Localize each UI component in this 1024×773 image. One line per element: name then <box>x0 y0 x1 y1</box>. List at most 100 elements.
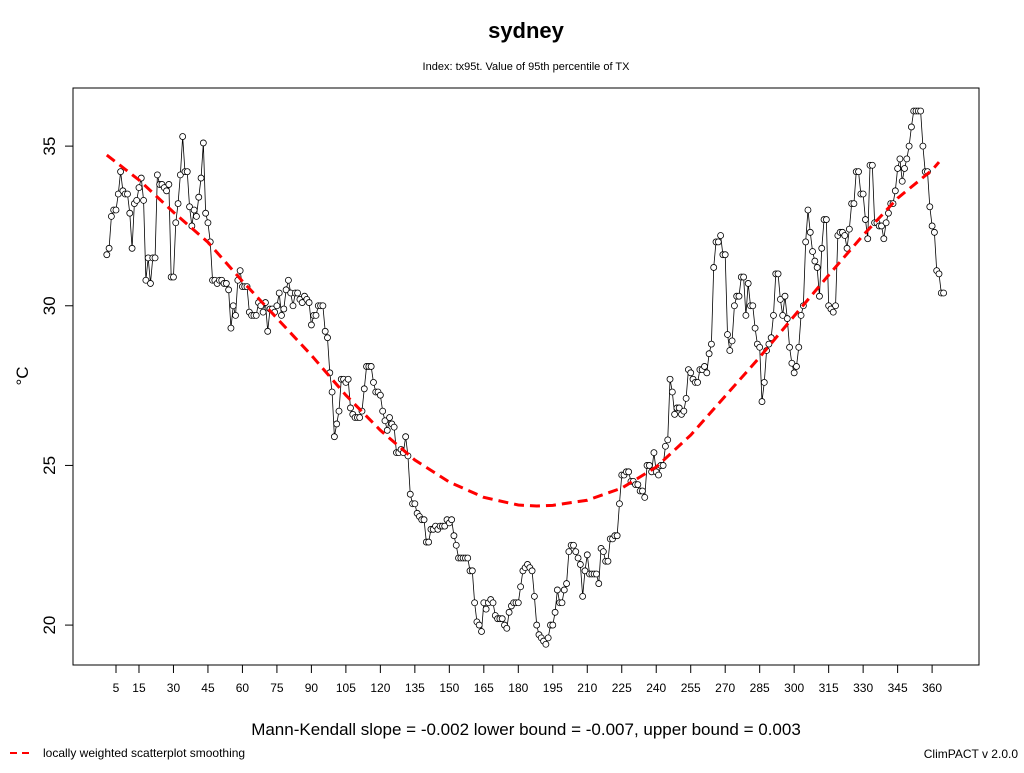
data-point <box>878 222 885 230</box>
x-tick-label: 165 <box>474 681 494 695</box>
data-point <box>770 311 777 319</box>
data-point <box>634 481 642 488</box>
data-point <box>114 190 122 198</box>
data-point <box>176 171 184 179</box>
data-point <box>107 212 115 220</box>
data-point <box>452 541 460 549</box>
data-point <box>576 561 584 568</box>
data-point <box>425 538 433 546</box>
data-point <box>666 375 674 383</box>
footer: ClimPACT v 2.0.0 <box>924 747 1019 761</box>
data-point <box>542 640 550 648</box>
data-point <box>841 232 849 239</box>
x-tick-label: 285 <box>750 681 770 695</box>
data-point <box>563 580 570 587</box>
data-point <box>795 343 803 351</box>
data-point <box>289 302 297 310</box>
data-point <box>179 133 187 140</box>
x-tick-label: 300 <box>784 681 804 695</box>
data-point <box>758 398 766 405</box>
data-point <box>749 302 757 310</box>
x-tick-label: 345 <box>888 681 908 695</box>
data-point <box>128 244 136 252</box>
data-point <box>278 311 285 319</box>
data-point <box>905 142 913 150</box>
data-point <box>682 394 690 402</box>
data-point <box>204 219 212 227</box>
data-point <box>896 155 904 163</box>
data-point <box>170 273 177 281</box>
data-point <box>813 264 821 271</box>
data-point <box>926 203 934 211</box>
data-point <box>376 391 384 399</box>
data-point <box>282 286 290 294</box>
data-point <box>788 359 796 367</box>
data-point <box>560 586 568 594</box>
data-point <box>328 388 336 396</box>
x-tick-label: 195 <box>543 681 563 695</box>
data-point <box>935 270 943 278</box>
data-point <box>790 369 798 377</box>
data-point <box>197 174 205 182</box>
data-point <box>908 123 915 131</box>
data-point <box>135 184 143 192</box>
data-point <box>843 244 851 252</box>
data-point <box>406 490 414 498</box>
data-point <box>312 311 320 319</box>
annotation: Mann-Kendall slope = -0.002 lower bound … <box>251 720 801 739</box>
x-tick-label: 30 <box>167 681 181 695</box>
data-point <box>471 599 479 607</box>
data-point <box>273 302 281 310</box>
data-point <box>199 139 207 147</box>
data-point <box>117 168 124 176</box>
data-point <box>811 257 819 265</box>
data-point <box>298 299 306 306</box>
data-point <box>574 554 582 562</box>
data-point <box>625 468 633 476</box>
data-point <box>264 327 272 335</box>
data-point <box>498 615 506 623</box>
data-point <box>806 228 814 236</box>
data-point <box>411 500 419 508</box>
data-point <box>671 410 679 418</box>
data-point <box>475 621 483 629</box>
data-point <box>903 155 911 163</box>
data-point <box>659 462 667 469</box>
data-point <box>112 206 120 214</box>
chart-subtitle: Index: tx95t. Value of 95th percentile o… <box>423 61 631 73</box>
data-point <box>383 426 391 434</box>
x-tick-label: 255 <box>681 681 701 695</box>
data-point <box>919 142 927 150</box>
data-point <box>855 168 862 176</box>
data-point <box>655 471 662 479</box>
data-point <box>579 592 587 600</box>
data-point <box>319 302 327 310</box>
data-point <box>305 299 313 306</box>
data-point <box>193 212 200 220</box>
data-point <box>133 196 141 204</box>
x-tick-label: 270 <box>715 681 735 695</box>
chart-title: sydney <box>488 18 565 43</box>
data-point <box>172 219 180 227</box>
data-point <box>804 206 812 214</box>
data-point <box>783 315 791 322</box>
data-point <box>604 557 612 565</box>
data-point <box>760 379 768 386</box>
data-point <box>259 308 267 316</box>
data-point <box>420 516 428 524</box>
data-point <box>229 302 237 310</box>
y-tick-label: 25 <box>40 456 59 475</box>
data-point <box>386 414 393 421</box>
data-point <box>765 340 773 348</box>
data-point <box>940 289 947 297</box>
data-point <box>105 244 113 252</box>
x-tick-label: 360 <box>922 681 942 695</box>
data-point <box>818 244 826 252</box>
data-point <box>347 404 354 412</box>
data-point <box>703 369 711 377</box>
data-point <box>751 324 759 332</box>
x-tick-label: 135 <box>405 681 425 695</box>
data-point <box>356 414 364 421</box>
